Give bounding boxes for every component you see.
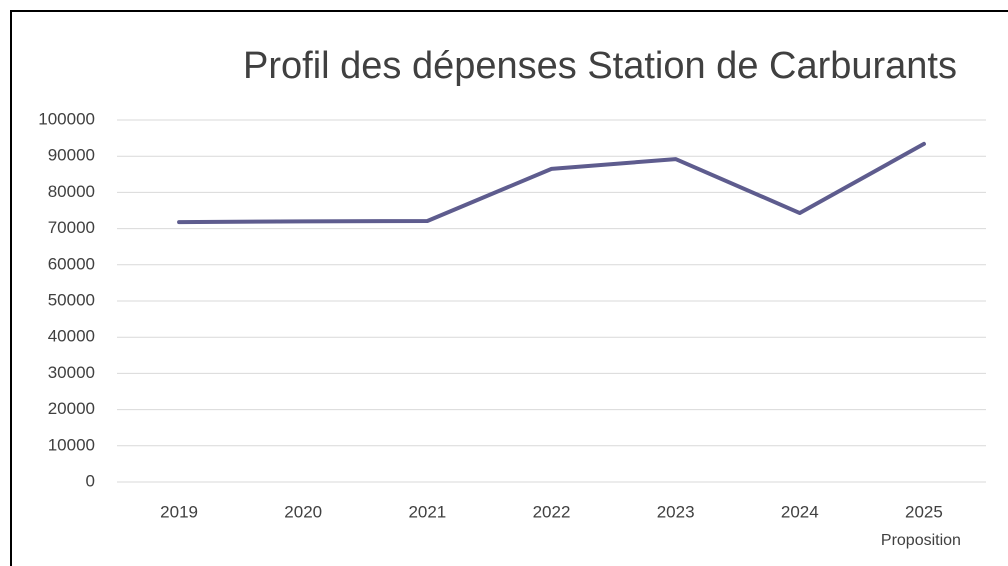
chart-frame: [10, 10, 1008, 566]
y-tick-label: 80000: [48, 182, 95, 201]
y-tick-label: 90000: [48, 146, 95, 165]
y-tick-label: 30000: [48, 363, 95, 382]
x-tick-label: 2023: [657, 502, 695, 521]
x-tick-label: 2019: [160, 502, 198, 521]
x-tick-note: Proposition: [881, 532, 961, 549]
y-tick-label: 70000: [48, 218, 95, 237]
x-tick-label: 2024: [781, 502, 819, 521]
x-tick-label: 2022: [533, 502, 571, 521]
x-tick-label: 2020: [284, 502, 322, 521]
series-line: [177, 141, 926, 225]
y-tick-label: 50000: [48, 290, 95, 309]
y-tick-label: 20000: [48, 399, 95, 418]
x-tick-label: 2021: [408, 502, 446, 521]
y-tick-label: 40000: [48, 327, 95, 346]
chart-title: Profil des dépenses Station de Carburant…: [243, 45, 957, 87]
y-tick-label: 10000: [48, 435, 95, 454]
y-tick-label: 0: [86, 471, 95, 490]
y-tick-label: 100000: [38, 109, 95, 128]
x-tick-label: 2025: [905, 502, 943, 521]
y-tick-label: 60000: [48, 254, 95, 273]
